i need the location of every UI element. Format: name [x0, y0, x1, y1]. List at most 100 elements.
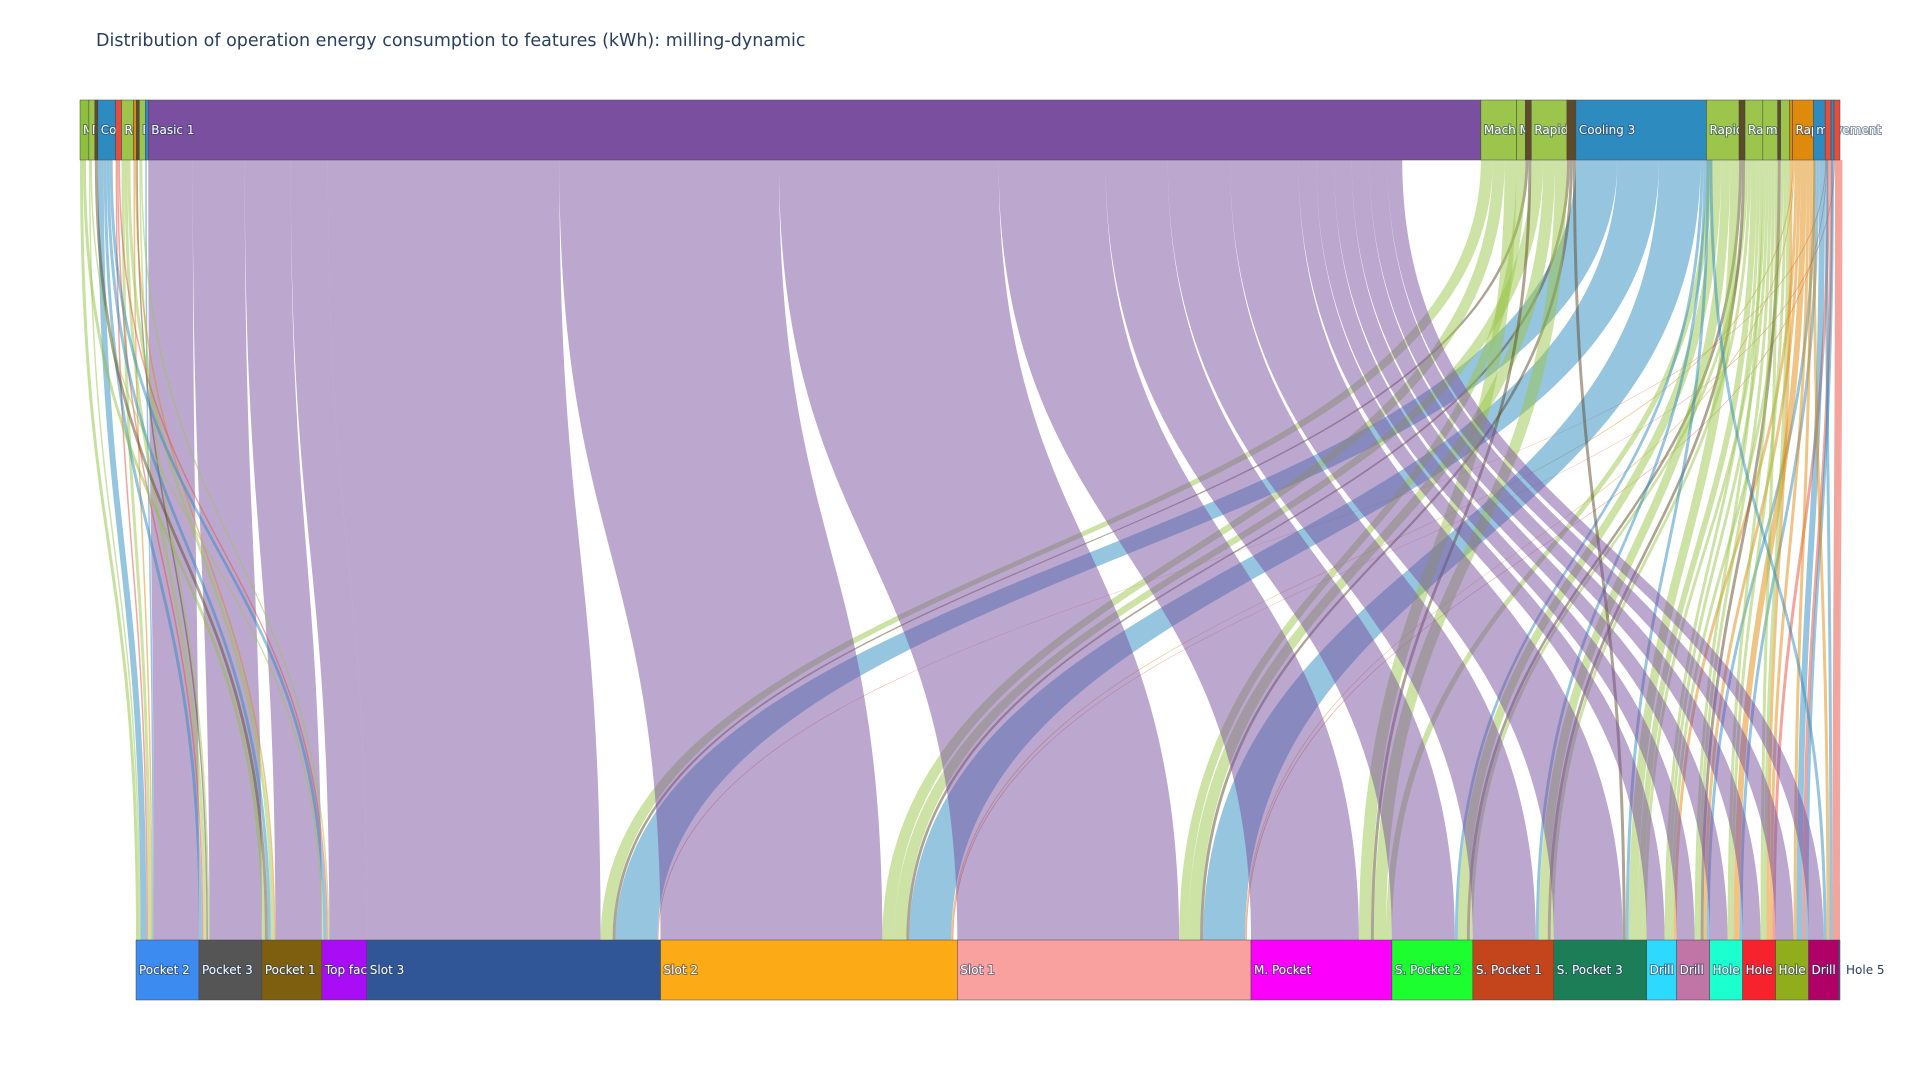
source-node[interactable] — [1480, 99, 1517, 161]
source-node[interactable] — [1789, 99, 1793, 161]
source-node[interactable] — [148, 99, 1482, 161]
sankey-link — [1230, 160, 1623, 940]
sankey-link — [1200, 160, 1573, 940]
sankey-link — [1535, 160, 1707, 940]
sankey-link — [1802, 160, 1833, 940]
target-node[interactable] — [660, 939, 958, 1001]
source-node[interactable] — [1706, 99, 1740, 161]
sankey-link — [1812, 160, 1830, 940]
sankey-link — [134, 160, 276, 940]
target-node-label: S. Pocket 2 — [1395, 963, 1461, 977]
sankey-link — [1667, 160, 1769, 940]
target-node-label: Pocket 1 — [265, 963, 316, 977]
source-node[interactable] — [115, 99, 122, 161]
target-node[interactable] — [1808, 939, 1839, 1001]
sankey-link — [1316, 160, 1695, 940]
target-node[interactable] — [957, 939, 1252, 1001]
source-node[interactable] — [1525, 99, 1532, 161]
target-node-label: Slot 2 — [664, 963, 698, 977]
sankey-link — [1538, 160, 1731, 940]
sankey-link — [140, 160, 330, 940]
source-node[interactable] — [1777, 99, 1781, 161]
sankey-link — [559, 160, 883, 940]
sankey-link — [109, 160, 327, 940]
target-node[interactable] — [261, 939, 323, 1001]
sankey-link — [1373, 160, 1567, 940]
target-node[interactable] — [1646, 939, 1677, 1001]
sankey-link — [121, 160, 151, 940]
source-node[interactable] — [1738, 99, 1746, 161]
sankey-link — [1772, 160, 1830, 940]
chart-title: Distribution of operation energy consump… — [96, 31, 806, 51]
target-node[interactable] — [1742, 939, 1776, 1001]
target-node-label: Slot 1 — [960, 963, 994, 977]
target-node-label: Hole — [1713, 963, 1740, 977]
sankey-link — [1694, 160, 1763, 940]
target-node-label: Drill — [1812, 963, 1836, 977]
source-node-label: Rapid — [1709, 123, 1743, 137]
target-node-label: Pocket 2 — [139, 963, 190, 977]
sankey-link — [1727, 160, 1775, 940]
sankey-link — [1670, 160, 1784, 940]
sankey-link — [1387, 160, 1824, 940]
sankey-link — [1730, 160, 1787, 940]
sankey-link — [133, 160, 153, 940]
sankey-link — [327, 160, 601, 940]
target-node-label: M. Pocket — [1254, 963, 1312, 977]
sankey-link — [1333, 160, 1728, 940]
source-node[interactable] — [1531, 99, 1568, 161]
sankey-link — [1706, 160, 1817, 940]
target-node-label: Hole 5 — [1846, 963, 1885, 977]
sankey-link — [82, 160, 265, 940]
target-node[interactable] — [1775, 939, 1809, 1001]
target-node[interactable] — [321, 939, 368, 1001]
source-node-label: Mach — [1484, 123, 1516, 137]
sankey-link — [1838, 160, 1843, 940]
source-node[interactable] — [1780, 99, 1790, 161]
sankey-link — [1769, 160, 1810, 940]
target-node-label: Slot 3 — [370, 963, 404, 977]
source-node[interactable] — [94, 99, 99, 161]
sankey-links — [80, 160, 1843, 940]
source-node[interactable] — [1566, 99, 1577, 161]
target-node[interactable] — [366, 939, 661, 1001]
sankey-link — [906, 160, 1570, 940]
source-node-label: Basic 1 — [151, 123, 194, 137]
target-node[interactable] — [1838, 939, 1841, 1001]
sankey-link — [127, 160, 274, 940]
sankey-link — [124, 160, 207, 940]
sankey-link — [118, 160, 328, 940]
target-node-label: Drill — [1680, 963, 1704, 977]
source-node[interactable] — [133, 99, 137, 161]
sankey-link — [1709, 160, 1827, 940]
sankey-link — [1793, 160, 1813, 940]
sankey-link — [1167, 160, 1536, 940]
target-node-label: Hole — [1746, 963, 1773, 977]
sankey-link — [1547, 160, 1746, 940]
source-node[interactable] — [136, 99, 140, 161]
target-node[interactable] — [1709, 939, 1743, 1001]
source-node[interactable] — [1824, 99, 1832, 161]
sankey-link — [97, 160, 147, 940]
sankey-link — [1825, 160, 1833, 940]
sankey-link — [1763, 160, 1790, 940]
sankey-link — [103, 160, 202, 940]
target-node[interactable] — [1676, 939, 1710, 1001]
sankey-nodes: MMCoolingRapidRapidBasic 1MachMRapidCool… — [79, 99, 1885, 1001]
sankey-link — [1796, 160, 1826, 940]
sankey-link — [1766, 160, 1793, 940]
target-node[interactable] — [1472, 939, 1555, 1001]
source-node[interactable] — [1833, 99, 1841, 161]
sankey-link — [1832, 160, 1841, 940]
sankey-link — [106, 160, 271, 940]
target-node-label: Pocket 3 — [202, 963, 253, 977]
sankey-link — [90, 160, 324, 940]
source-node[interactable] — [1830, 99, 1835, 161]
sankey-link — [1245, 160, 1795, 940]
sankey-link — [1369, 160, 1794, 940]
target-node[interactable] — [1553, 939, 1647, 1001]
source-node[interactable] — [1575, 99, 1707, 161]
sankey-link — [1550, 160, 1751, 940]
source-node[interactable] — [145, 99, 149, 161]
sankey-link — [1105, 160, 1455, 940]
